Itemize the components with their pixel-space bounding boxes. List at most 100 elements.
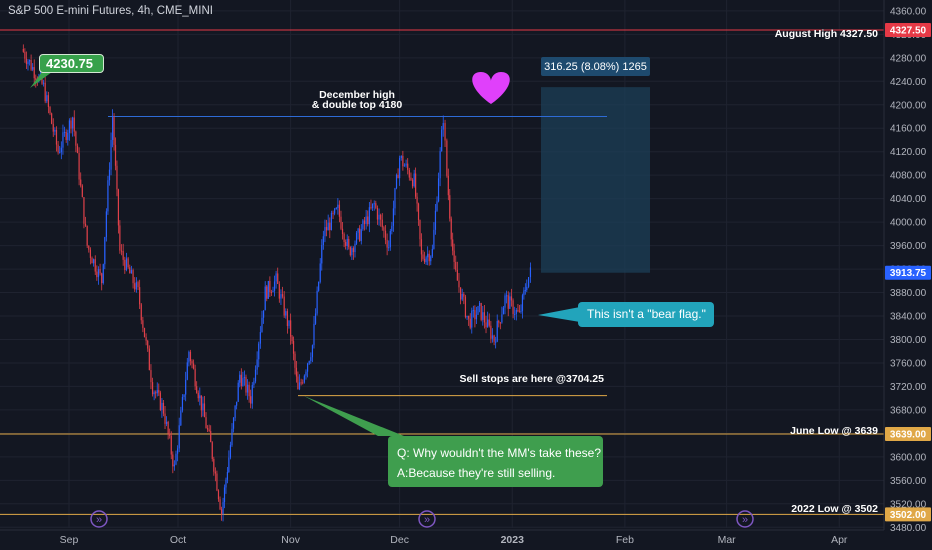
- candle-body: [526, 286, 528, 291]
- candle-body: [285, 311, 287, 316]
- candle-body: [384, 230, 387, 240]
- price-badge-label: 3913.75: [890, 268, 927, 279]
- candle-body: [65, 131, 67, 140]
- candle-body: [75, 131, 77, 146]
- candle-body: [318, 281, 320, 291]
- candle-body: [380, 214, 382, 220]
- callout-4230[interactable]: 4230.75: [39, 54, 104, 73]
- candle-body: [428, 253, 430, 262]
- candle-body: [78, 153, 80, 180]
- time-axis[interactable]: Sep Oct Nov Dec 2023 Feb Mar Apr: [0, 529, 884, 546]
- candle-body: [488, 319, 490, 326]
- candle-body: [477, 306, 479, 315]
- candle-body: [504, 295, 506, 308]
- candle-body: [472, 310, 474, 312]
- measure-tool[interactable]: 316.25 (8.08%) 1265: [541, 57, 650, 273]
- candle-body: [102, 264, 104, 284]
- candle-body: [70, 120, 72, 129]
- price-tick-label: 4280.00: [890, 53, 927, 64]
- time-tick-label: Dec: [390, 534, 409, 546]
- price-tick-label: 4360.00: [890, 6, 927, 17]
- candle-body: [81, 185, 83, 198]
- price-tick-label: 3680.00: [890, 405, 927, 416]
- candle-body: [405, 163, 407, 166]
- price-tick-label: 4080.00: [890, 171, 927, 182]
- candle-body: [343, 234, 345, 243]
- candles: [22, 44, 532, 522]
- candle-body: [490, 325, 492, 339]
- candle-body: [423, 258, 426, 263]
- candle-body: [130, 270, 133, 274]
- candle-body: [437, 178, 440, 202]
- candle-body: [164, 413, 166, 424]
- candle-body: [110, 139, 112, 170]
- candle-body: [478, 302, 481, 307]
- candle-body: [156, 390, 158, 394]
- candle-body: [245, 377, 247, 393]
- candle-body: [170, 435, 172, 455]
- price-axis[interactable]: 3480.003520.003560.003600.003640.003680.…: [883, 0, 932, 550]
- candle-body: [302, 382, 304, 384]
- candle-body: [25, 58, 28, 65]
- candle-body: [392, 208, 395, 226]
- price-tick-label: 3520.00: [890, 499, 927, 510]
- candle-body: [351, 248, 353, 256]
- drawings[interactable]: December high& double top 4180 August Hig…: [30, 28, 878, 528]
- candle-body: [506, 295, 508, 297]
- price-tick-label: 3960.00: [890, 241, 927, 252]
- candle-body: [288, 320, 290, 326]
- level-lines[interactable]: [0, 29, 884, 515]
- candle-body: [459, 287, 462, 300]
- candle-body: [124, 259, 126, 271]
- candle-body: [496, 321, 498, 342]
- candle-body: [44, 82, 46, 102]
- event-icon-glyph: »: [742, 514, 748, 526]
- candle-body: [431, 248, 433, 257]
- candle-body: [259, 332, 261, 344]
- candle-body: [248, 384, 250, 397]
- candle-body: [411, 179, 414, 187]
- candle-body: [523, 290, 525, 296]
- candle-body: [183, 394, 185, 398]
- candle-body: [402, 155, 404, 167]
- candle-body: [251, 384, 253, 404]
- candle-body: [509, 296, 511, 309]
- candle-body: [145, 337, 147, 341]
- event-icon-glyph: »: [424, 514, 430, 526]
- candle-body: [80, 179, 82, 186]
- candle-body: [91, 257, 93, 264]
- candle-body: [376, 207, 379, 220]
- candle-body: [455, 261, 457, 270]
- callout-question: Q: Why wouldn't the MM's take these?: [397, 446, 601, 460]
- candle-body: [211, 442, 213, 459]
- candle-body: [295, 367, 298, 377]
- candle-body: [185, 379, 187, 395]
- candle-body: [410, 177, 412, 180]
- candle-body: [246, 384, 249, 393]
- candle-body: [514, 314, 516, 316]
- candle-body: [300, 382, 302, 384]
- candle-body: [221, 509, 223, 515]
- candle-body: [210, 431, 212, 443]
- callout-bear-flag[interactable]: This isn't a "bear flag.": [578, 302, 714, 327]
- candle-body: [469, 318, 471, 328]
- candle-body: [54, 129, 56, 132]
- symbol-title[interactable]: S&P 500 E-mini Futures, 4h, CME_MINI: [8, 5, 213, 17]
- candle-body: [51, 113, 53, 124]
- candle-body: [341, 228, 344, 235]
- candle-body: [236, 401, 238, 406]
- candle-body: [354, 243, 356, 253]
- candle-body: [150, 370, 152, 383]
- callout-market-makers[interactable]: Q: Why wouldn't the MM's take these? A:B…: [388, 436, 603, 487]
- candle-body: [330, 212, 333, 231]
- candle-body: [273, 281, 276, 291]
- candle-body: [463, 293, 465, 297]
- candle-body: [83, 197, 85, 224]
- candle-body: [507, 295, 509, 309]
- candle-body: [321, 245, 323, 264]
- candle-body: [165, 421, 168, 424]
- candle-body: [529, 267, 532, 278]
- candle-body: [338, 204, 341, 217]
